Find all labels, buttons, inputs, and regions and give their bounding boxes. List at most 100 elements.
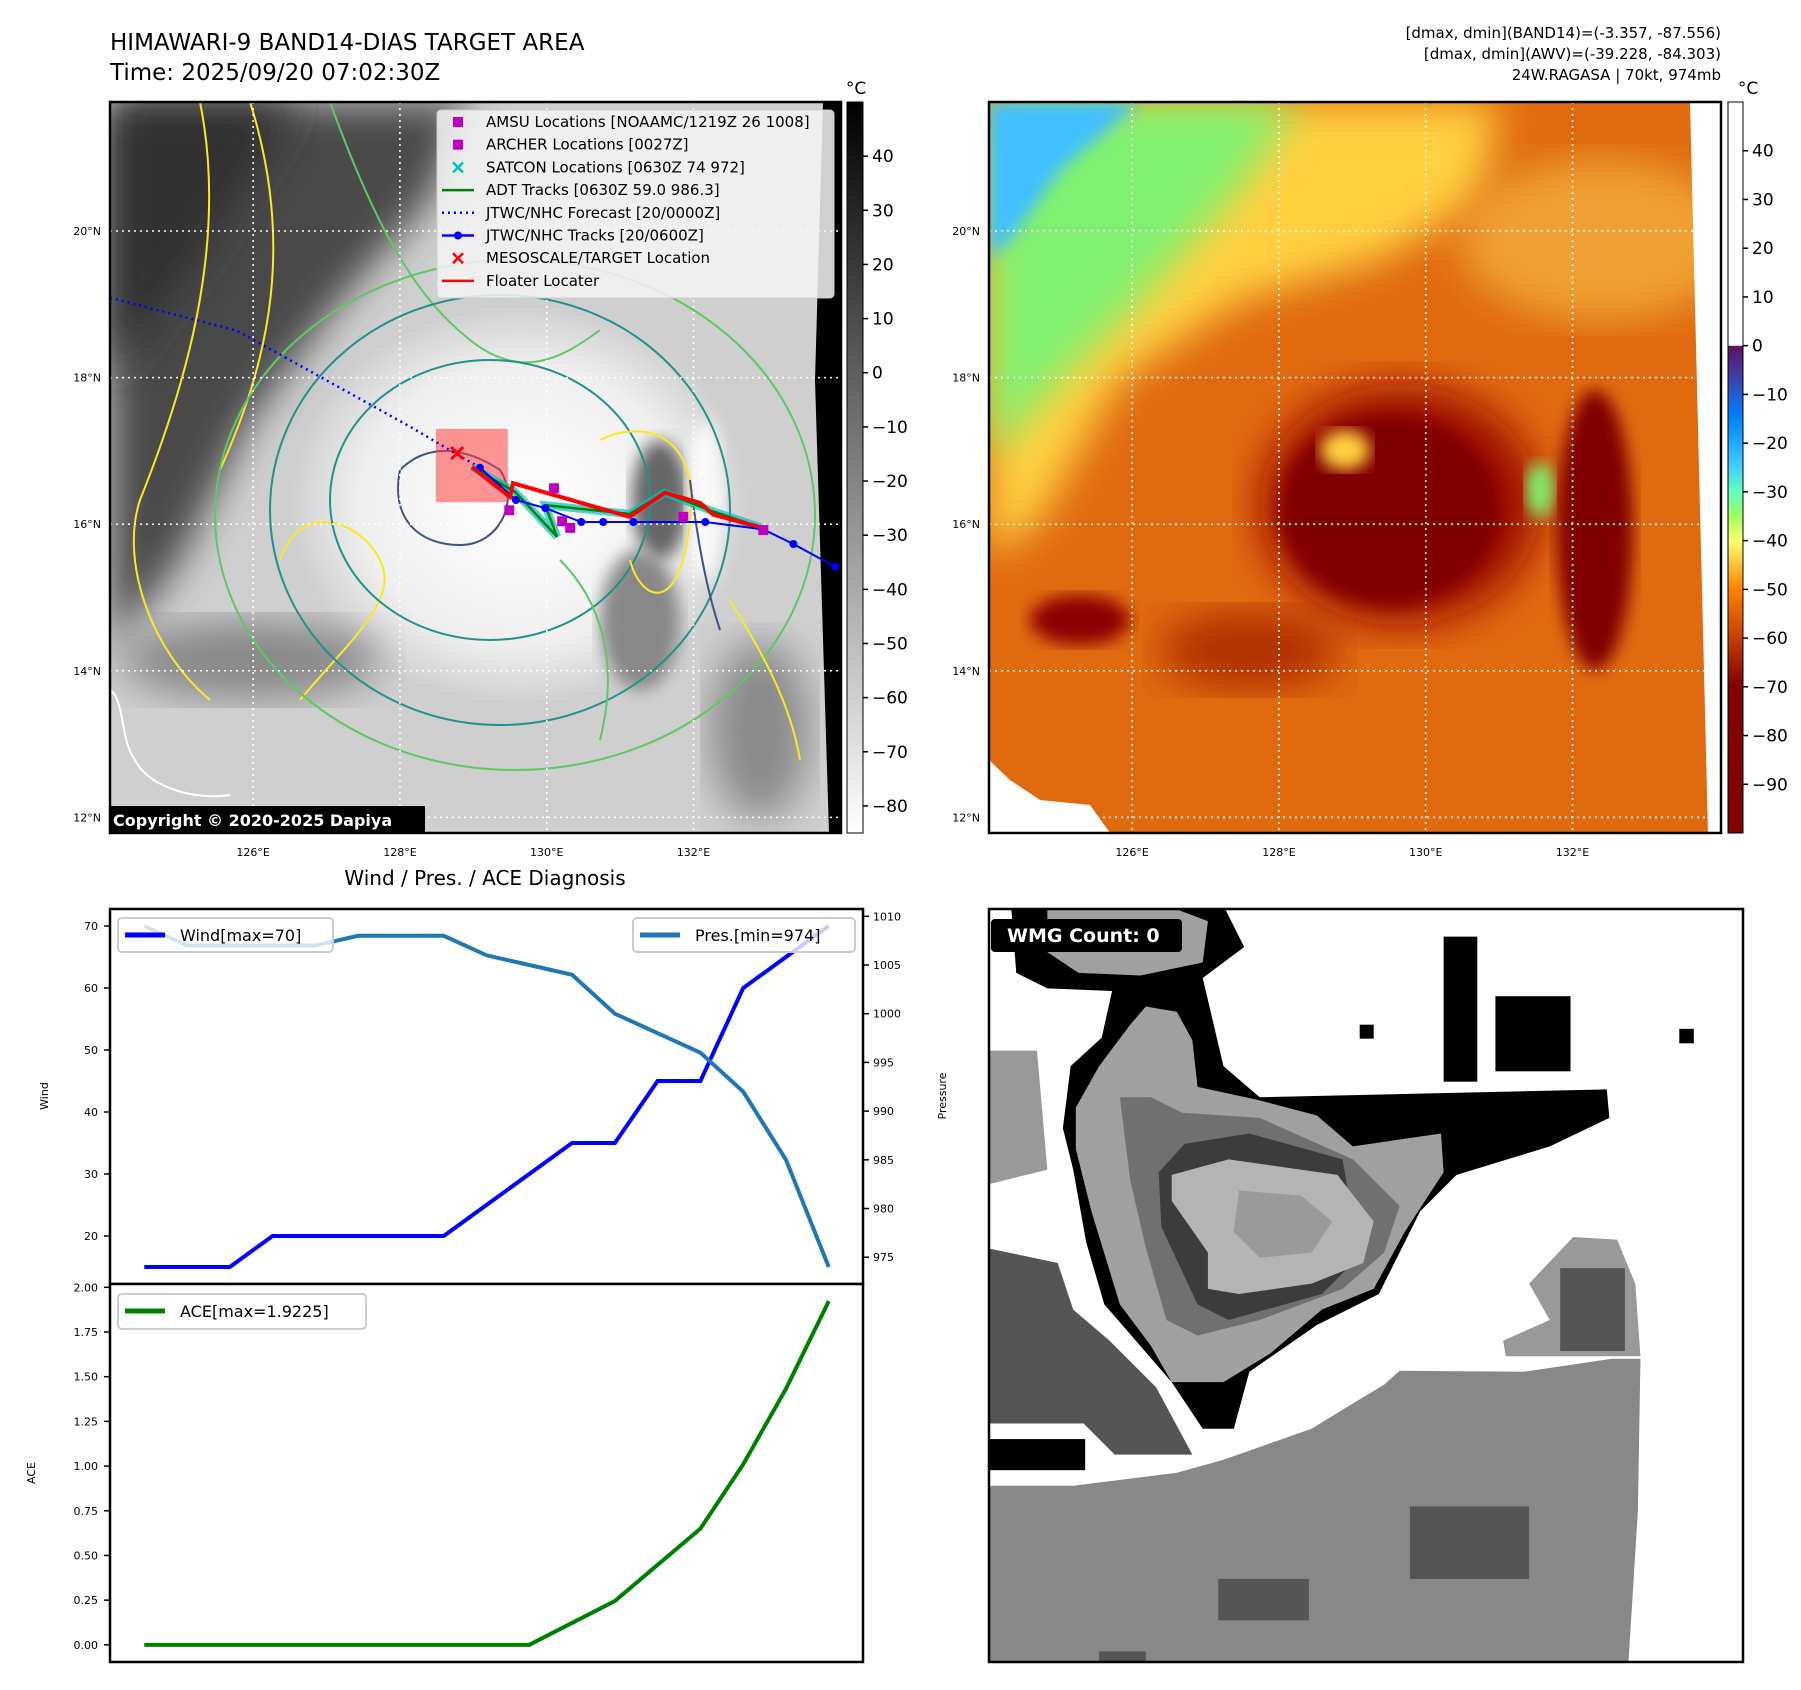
ace-tick-label: 1.75 [74, 1326, 99, 1339]
ir-map-panel: Copyright © 2020-2025 Dapiya AMSU Locati… [73, 79, 908, 859]
floater-track-line [470, 465, 761, 530]
colorbar-tick-label: 20 [872, 255, 894, 275]
colorbar-tick-label: −50 [1752, 580, 1788, 600]
wind-pressure-chart: 20 30 40 50 60 70 975 980 985 990 995 1000 1005 1010 [84, 907, 901, 1286]
pressure-tick-label: 985 [873, 1154, 894, 1167]
ace-tick-label: 0.00 [74, 1639, 99, 1652]
band14-range: [dmax, dmin](BAND14)=(-3.357, -87.556) [1406, 24, 1721, 42]
jtwc-track-point [831, 562, 840, 571]
lat-tick-label: 20°N [952, 225, 980, 238]
colorbar-tick-label: −60 [1752, 629, 1788, 649]
jtwc-track-line [479, 467, 836, 568]
lon-tick-label: 130°E [530, 846, 563, 859]
awv-colorbar-ticks: 40 30 20 10 0 −10 −20 −30 −40 −50 −60 −70 −80 −90 [1743, 142, 1788, 795]
pressure-tick-label: 1010 [873, 910, 901, 923]
colorbar-tick-label: 30 [872, 201, 894, 221]
ace-axis-label: ACE [25, 1462, 38, 1484]
lat-tick-label: 14°N [952, 665, 980, 678]
diagnosis-title: Wind / Pres. / ACE Diagnosis [344, 866, 625, 890]
lat-tick-label: 18°N [952, 372, 980, 385]
cloud-top-contours [132, 102, 816, 771]
awv-map-frame [987, 100, 1723, 835]
legend-x-icon [452, 161, 464, 174]
colorbar-tick-label: −40 [1752, 532, 1788, 552]
ir-colorbar [846, 101, 864, 834]
pressure-legend-label: Pres.[min=974] [695, 926, 820, 945]
pressure-legend: Pres.[min=974] [632, 917, 856, 953]
wind-legend: Wind[max=70] [117, 917, 334, 953]
lat-tick-label: 14°N [73, 665, 101, 678]
legend-square-icon [453, 139, 463, 150]
pressure-tick-label: 1005 [873, 959, 901, 972]
colorbar-tick-label: −10 [1752, 385, 1788, 405]
ir-colorbar-ticks: 40 30 20 10 0 −10 −20 −30 −40 −50 −60 −70 −80 [863, 147, 908, 817]
colorbar-tick-label: 10 [872, 310, 894, 330]
ace-tick-label: 1.50 [74, 1371, 99, 1384]
colorbar-tick-label: 0 [872, 364, 883, 384]
lon-tick-label: 132°E [677, 846, 710, 859]
wind-tick-label: 70 [84, 920, 98, 933]
legend-x-icon [452, 252, 464, 265]
lon-tick-label: 128°E [1262, 846, 1295, 859]
amsu-location-marker [565, 522, 576, 533]
legend-dot-icon [454, 231, 462, 240]
map-gridlines [989, 102, 1720, 833]
wind-tick-label: 40 [84, 1106, 98, 1119]
colorbar-tick-label: −70 [1752, 678, 1788, 698]
ace-legend-label: ACE[max=1.9225] [180, 1302, 329, 1321]
pressure-tick-label: 995 [873, 1056, 894, 1069]
map-legend-label: SATCON Locations [0630Z 74 972] [486, 158, 745, 176]
colorbar-tick-label: 40 [872, 147, 894, 167]
wmg-count-box [991, 919, 1182, 952]
colorbar-tick-label: −10 [872, 418, 908, 438]
wmg-count-label: WMG Count: 0 [1007, 925, 1160, 947]
ace-legend: ACE[max=1.9225] [117, 1293, 367, 1330]
colorbar-tick-label: −30 [872, 526, 908, 546]
pressure-tick-label: 1000 [873, 1008, 901, 1021]
wind-tick-label: 50 [84, 1044, 98, 1057]
ir-map-axes: 126°E 128°E 130°E 132°E 12°N 14°N 16°N 18°N 20°N [73, 225, 710, 859]
awv-map-panel: 126°E 128°E 130°E 132°E 12°N 14°N 16°N 18°N 20°N… [952, 79, 1788, 859]
wind-tick-label: 30 [84, 1168, 98, 1181]
pressure-axis-label: Pressure [936, 1072, 949, 1119]
colorbar-tick-label: −80 [872, 797, 908, 817]
jtwc-track-point [629, 518, 638, 527]
wmg-panel: WMG Count: 0 [987, 907, 1745, 1664]
colorbar-tick-label: 0 [1752, 337, 1763, 357]
figure-title: HIMAWARI-9 BAND14-DIAS TARGET AREA [110, 30, 585, 56]
ace-chart: 0.00 0.25 0.50 0.75 1.00 1.25 1.50 1.75 2.00 [74, 1281, 865, 1664]
colorbar-tick-label: −40 [872, 580, 908, 600]
jtwc-track-point [599, 518, 608, 527]
awv-range: [dmax, dmin](AWV)=(-39.228, -84.303) [1424, 45, 1721, 63]
lat-tick-label: 16°N [952, 518, 980, 531]
amsu-location-marker [504, 505, 515, 516]
map-legend: AMSU Locations [NOAAMC/1219Z 26 1008] ARC… [436, 109, 835, 299]
copyright-box [110, 806, 425, 833]
colorbar-tick-label: −60 [872, 689, 908, 709]
colorbar-tick-label: 20 [1752, 239, 1774, 259]
lat-tick-label: 12°N [73, 811, 101, 824]
amsu-location-marker [557, 516, 568, 527]
lon-tick-label: 130°E [1409, 846, 1442, 859]
amsu-location-marker [758, 525, 769, 536]
lon-tick-label: 126°E [1115, 846, 1148, 859]
wmg-frame [987, 907, 1745, 1664]
amsu-location-marker [678, 511, 689, 522]
awv-colorbar [1727, 101, 1744, 834]
storm-tracks [110, 296, 840, 571]
target-area-box [435, 428, 508, 503]
wind-axis-label: Wind [38, 1082, 51, 1110]
map-legend-label: JTWC/NHC Tracks [20/0600Z] [485, 227, 704, 245]
copyright-text: Copyright © 2020-2025 Dapiya [113, 811, 392, 830]
storm-info: 24W.RAGASA | 70kt, 974mb [1512, 66, 1721, 84]
lon-tick-label: 126°E [236, 846, 269, 859]
figure-time: Time: 2025/09/20 07:02:30Z [109, 60, 440, 86]
colorbar-tick-label: −20 [1752, 434, 1788, 454]
colorbar-tick-label: −20 [872, 472, 908, 492]
lat-tick-label: 16°N [73, 518, 101, 531]
lon-tick-label: 128°E [383, 846, 416, 859]
wmg-imagery [989, 909, 1694, 1662]
target-location-marker [450, 446, 465, 461]
ir-colorbar-unit: °C [846, 79, 866, 99]
